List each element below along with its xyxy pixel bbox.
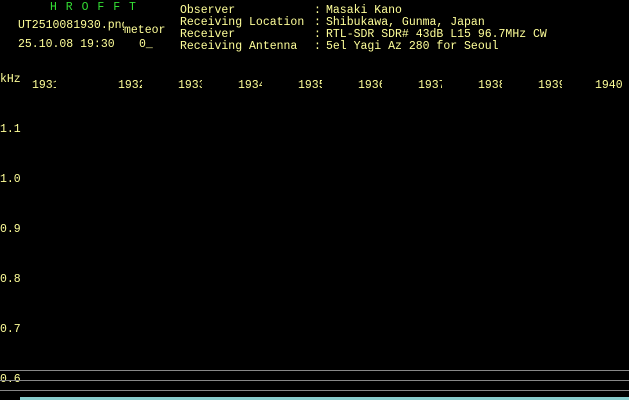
freq-unit: kHz xyxy=(0,73,21,86)
time-label: 1935 xyxy=(298,80,322,92)
time-label: 1938 xyxy=(478,80,502,92)
freq-label: 1.1 xyxy=(0,123,21,136)
time-label: 1934 xyxy=(238,80,262,92)
info-label: Receiving Antenna xyxy=(180,40,298,53)
rule xyxy=(0,370,629,371)
info-sep: : xyxy=(314,16,321,29)
time-label: 1936 xyxy=(358,80,382,92)
time-label: 1937 xyxy=(418,80,442,92)
time-label: 1939 xyxy=(538,80,562,92)
freq-label: 0.9 xyxy=(0,223,21,236)
datetime: 25.10.08 19:30 xyxy=(18,38,115,51)
info-label: Observer xyxy=(180,4,236,17)
info-label: Receiving Location xyxy=(180,16,305,29)
freq-label: 1.0 xyxy=(0,173,21,186)
info-sep: : xyxy=(314,40,321,53)
time-label: 1933 xyxy=(178,80,202,92)
rule xyxy=(0,390,629,391)
count: 0_ xyxy=(139,38,153,51)
info-value: Masaki Kano xyxy=(326,4,402,17)
mode: meteor xyxy=(124,24,166,37)
info-sep: : xyxy=(314,4,321,17)
freq-label: 0.8 xyxy=(0,273,21,286)
time-label: 1932 xyxy=(118,80,142,92)
bottom-bar xyxy=(20,397,629,400)
info-sep: : xyxy=(314,28,321,41)
file: UT2510081930.png xyxy=(18,20,124,32)
info-value: 5el Yagi Az 280 for Seoul xyxy=(326,40,499,53)
rule xyxy=(0,380,629,381)
freq-label: 0.6 xyxy=(0,373,21,386)
info-label: Receiver xyxy=(180,28,236,41)
info-value: RTL-SDR SDR# 43dB L15 96.7MHz CW xyxy=(326,28,547,41)
freq-label: 0.7 xyxy=(0,323,21,336)
program: H R O F F T xyxy=(50,1,137,14)
info-value: Shibukawa, Gunma, Japan xyxy=(326,16,485,29)
time-label: 1940 xyxy=(595,80,623,92)
